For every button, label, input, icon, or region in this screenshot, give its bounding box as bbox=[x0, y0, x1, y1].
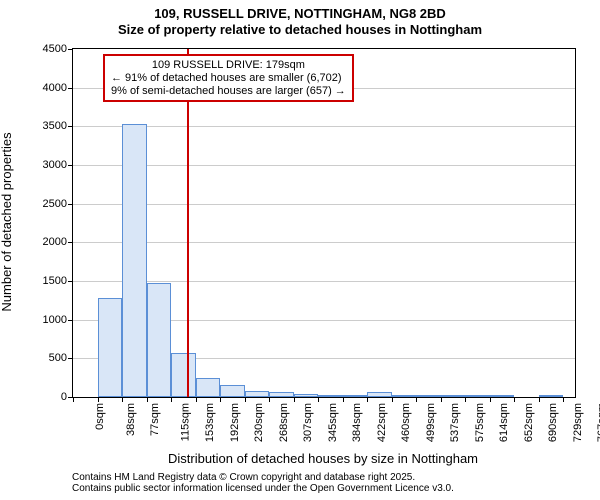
gridline bbox=[73, 126, 575, 127]
histogram-bar bbox=[539, 395, 564, 397]
x-tick-mark bbox=[367, 397, 368, 402]
title-line-1: 109, RUSSELL DRIVE, NOTTINGHAM, NG8 2BD bbox=[0, 6, 600, 22]
gridline bbox=[73, 165, 575, 166]
histogram-bar bbox=[441, 395, 466, 397]
x-tick-mark bbox=[539, 397, 540, 402]
histogram-bar bbox=[147, 283, 172, 397]
x-tick-label: 192sqm bbox=[229, 403, 241, 442]
x-tick-mark bbox=[392, 397, 393, 402]
annotation-box: 109 RUSSELL DRIVE: 179sqm← 91% of detach… bbox=[103, 54, 354, 102]
x-tick-label: 690sqm bbox=[548, 403, 560, 442]
histogram-bar bbox=[220, 385, 245, 397]
x-tick-label: 268sqm bbox=[278, 403, 290, 442]
gridline bbox=[73, 242, 575, 243]
y-tick-mark bbox=[68, 49, 73, 50]
histogram-bar bbox=[245, 391, 270, 397]
histogram-bar bbox=[294, 394, 319, 397]
histogram-bar bbox=[392, 395, 417, 397]
x-tick-mark bbox=[196, 397, 197, 402]
gridline bbox=[73, 281, 575, 282]
histogram-bar bbox=[490, 395, 515, 397]
x-tick-label: 384sqm bbox=[351, 403, 363, 442]
x-tick-mark bbox=[490, 397, 491, 402]
annotation-line: 9% of semi-detached houses are larger (6… bbox=[111, 85, 346, 98]
x-tick-mark bbox=[220, 397, 221, 402]
x-tick-label: 345sqm bbox=[327, 403, 339, 442]
y-tick-mark bbox=[68, 88, 73, 89]
x-tick-mark bbox=[465, 397, 466, 402]
title-line-2: Size of property relative to detached ho… bbox=[0, 22, 600, 38]
chart-title-block: 109, RUSSELL DRIVE, NOTTINGHAM, NG8 2BD … bbox=[0, 6, 600, 37]
x-tick-label: 38sqm bbox=[125, 403, 137, 436]
x-tick-mark bbox=[73, 397, 74, 402]
x-tick-label: 422sqm bbox=[376, 403, 388, 442]
x-tick-label: 77sqm bbox=[149, 403, 161, 436]
x-tick-label: 307sqm bbox=[302, 403, 314, 442]
x-tick-label: 575sqm bbox=[474, 403, 486, 442]
y-tick-mark bbox=[68, 281, 73, 282]
x-tick-label: 115sqm bbox=[179, 403, 191, 441]
annotation-line: 109 RUSSELL DRIVE: 179sqm bbox=[111, 59, 346, 72]
histogram-bar bbox=[465, 395, 490, 397]
x-tick-label: 767sqm bbox=[597, 403, 600, 442]
x-tick-mark bbox=[245, 397, 246, 402]
attribution-footer: Contains HM Land Registry data © Crown c… bbox=[72, 472, 454, 494]
y-axis-label: Number of detached properties bbox=[0, 132, 14, 311]
x-axis-label: Distribution of detached houses by size … bbox=[168, 451, 478, 466]
histogram-bar bbox=[171, 353, 196, 397]
plot-area: 0500100015002000250030003500400045000sqm… bbox=[72, 48, 576, 398]
x-tick-label: 652sqm bbox=[523, 403, 535, 442]
y-tick-mark bbox=[68, 242, 73, 243]
x-tick-mark bbox=[269, 397, 270, 402]
x-tick-label: 153sqm bbox=[204, 403, 216, 442]
footer-line-2: Contains public sector information licen… bbox=[72, 483, 454, 494]
histogram-bar bbox=[416, 395, 441, 397]
x-tick-mark bbox=[98, 397, 99, 402]
x-tick-mark bbox=[122, 397, 123, 402]
y-tick-mark bbox=[68, 165, 73, 166]
y-tick-mark bbox=[68, 320, 73, 321]
y-tick-mark bbox=[68, 204, 73, 205]
x-tick-label: 614sqm bbox=[499, 403, 511, 442]
x-tick-label: 230sqm bbox=[253, 403, 265, 442]
histogram-bar bbox=[196, 378, 221, 397]
x-tick-mark bbox=[514, 397, 515, 402]
footer-line-1: Contains HM Land Registry data © Crown c… bbox=[72, 472, 454, 483]
x-tick-mark bbox=[294, 397, 295, 402]
x-tick-label: 0sqm bbox=[94, 403, 106, 430]
x-tick-label: 499sqm bbox=[425, 403, 437, 442]
gridline bbox=[73, 204, 575, 205]
x-tick-mark bbox=[147, 397, 148, 402]
y-tick-mark bbox=[68, 126, 73, 127]
histogram-bar bbox=[318, 395, 343, 397]
y-tick-mark bbox=[68, 358, 73, 359]
x-tick-mark bbox=[343, 397, 344, 402]
x-tick-label: 460sqm bbox=[400, 403, 412, 442]
histogram-bar bbox=[122, 124, 147, 397]
histogram-bar bbox=[98, 298, 123, 397]
x-tick-label: 537sqm bbox=[449, 403, 461, 442]
x-tick-mark bbox=[563, 397, 564, 402]
x-tick-mark bbox=[318, 397, 319, 402]
histogram-bar bbox=[343, 395, 368, 397]
histogram-bar bbox=[269, 392, 294, 397]
x-tick-label: 729sqm bbox=[572, 403, 584, 442]
histogram-bar bbox=[367, 392, 392, 397]
annotation-line: ← 91% of detached houses are smaller (6,… bbox=[111, 72, 346, 85]
x-tick-mark bbox=[171, 397, 172, 402]
x-tick-mark bbox=[441, 397, 442, 402]
x-tick-mark bbox=[416, 397, 417, 402]
